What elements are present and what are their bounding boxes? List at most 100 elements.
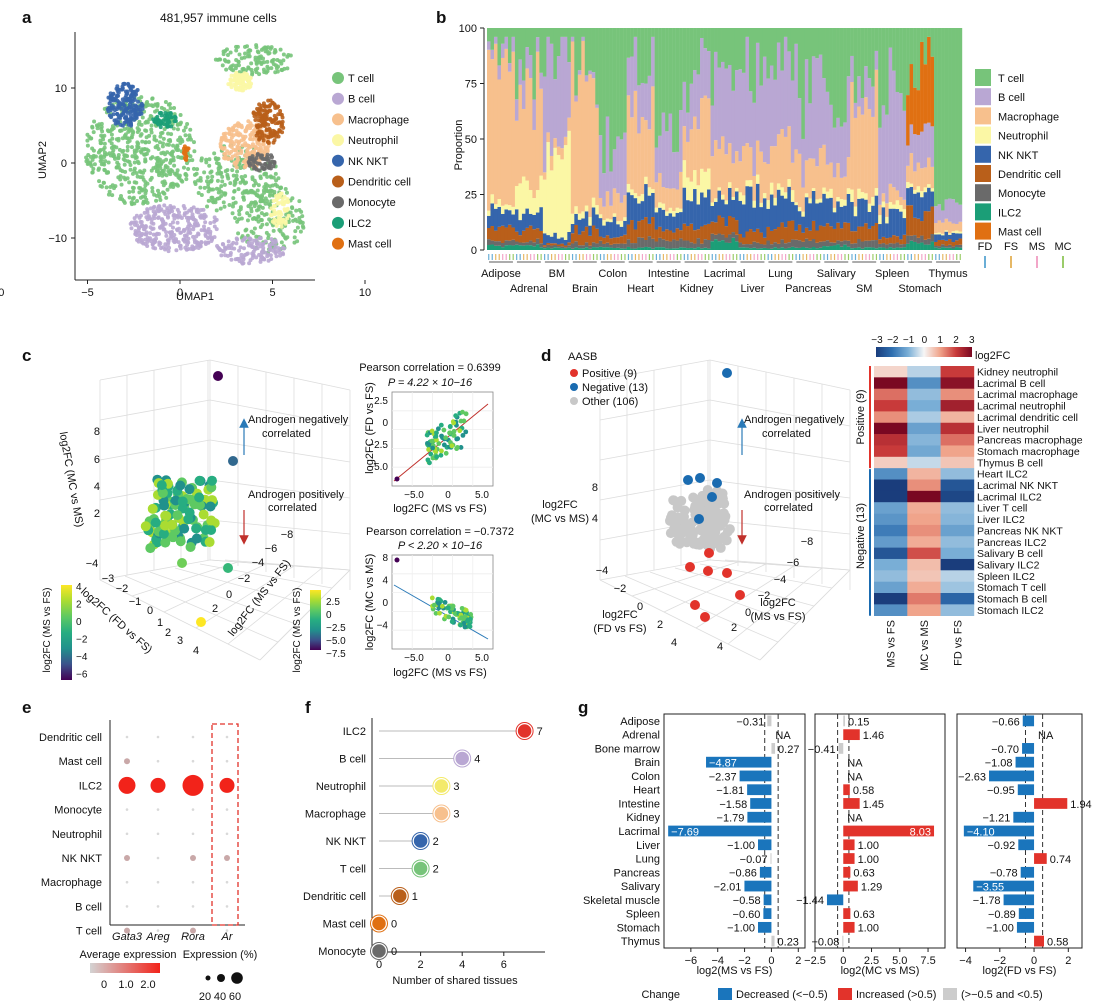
- umap-legend-dot: [332, 72, 344, 84]
- stack-bar-segment: [885, 248, 889, 250]
- umap-point: [206, 181, 211, 186]
- stack-bar-segment: [860, 97, 865, 115]
- stack-bar-segment: [899, 197, 903, 206]
- umap-point: [241, 197, 246, 202]
- stack-bar-segment: [514, 244, 519, 250]
- umap-point: [243, 235, 248, 240]
- umap-point: [166, 119, 171, 124]
- umap-point: [218, 165, 223, 170]
- umap-point: [262, 70, 267, 75]
- umap-point: [270, 58, 275, 63]
- stack-bar-segment: [748, 244, 753, 249]
- stack-bar-segment: [923, 28, 928, 65]
- stack-bar-segment: [493, 204, 498, 209]
- umap-point: [277, 216, 282, 221]
- umap-point: [238, 207, 243, 212]
- stack-bar-segment: [605, 235, 610, 243]
- grid-line: [99, 399, 211, 421]
- stack-bar-segment: [640, 247, 645, 250]
- umap-point: [191, 140, 196, 145]
- umap-point: [196, 191, 201, 196]
- umap-point: [263, 149, 268, 154]
- stack-bar-segment: [906, 95, 910, 146]
- d-point-other: [668, 495, 679, 506]
- stack-bar-segment: [487, 28, 491, 42]
- umap-point: [160, 141, 165, 146]
- lollipop-head: [433, 777, 450, 795]
- umap-point: [188, 154, 193, 159]
- stack-bar-segment: [857, 76, 861, 107]
- stack-bar-segment: [902, 218, 907, 235]
- stack-bar-segment: [626, 28, 631, 58]
- heatmap-cell: [940, 434, 975, 446]
- g-bar: [763, 908, 772, 919]
- stack-bar-segment: [759, 248, 764, 250]
- c-x-tick-label: 2: [165, 627, 171, 639]
- stack-bar-segment: [829, 246, 833, 250]
- group-legend-label: FS: [1004, 241, 1018, 253]
- stack-y-tick-label: 75: [465, 79, 477, 91]
- umap-point: [255, 124, 260, 129]
- stack-bar-segment: [752, 231, 757, 242]
- stack-bar-segment: [602, 28, 606, 174]
- stack-bar-segment: [892, 248, 896, 250]
- heatmap-row-label: Stomach B cell: [977, 594, 1047, 606]
- grid-line: [599, 399, 711, 421]
- stack-bar-segment: [514, 231, 519, 242]
- stack-bar-segment: [675, 228, 680, 241]
- umap-point: [171, 236, 176, 241]
- stack-bar-segment: [703, 239, 708, 248]
- s1-point: [451, 420, 457, 426]
- stack-bar-segment: [916, 237, 921, 244]
- stack-bar-segment: [714, 222, 718, 235]
- stack-bar-segment: [948, 239, 952, 245]
- umap-point: [145, 208, 150, 213]
- stack-bar-segment: [888, 28, 893, 48]
- stack-bar-segment: [710, 221, 715, 234]
- umap-points: [84, 43, 306, 266]
- stack-bar-segment: [598, 218, 603, 237]
- s1-point: [438, 452, 444, 458]
- grid-line: [649, 571, 797, 625]
- stack-bar-segment: [797, 207, 802, 212]
- umap-point: [110, 96, 115, 101]
- stack-bar-segment: [745, 231, 750, 245]
- c-point: [156, 480, 167, 491]
- stack-bar-segment: [853, 28, 858, 103]
- stack-bar-segment: [647, 195, 652, 224]
- stack-legend-swatch: [975, 184, 991, 202]
- dot-cell: [191, 808, 195, 811]
- heatmap-scale-tick: 3: [969, 335, 975, 346]
- umap-point: [257, 236, 262, 241]
- stack-bar-segment: [658, 207, 662, 227]
- stack-bar-segment: [577, 234, 582, 246]
- stack-bar-segment: [748, 229, 753, 245]
- stack-bar-segment: [930, 241, 935, 250]
- umap-point: [155, 143, 160, 148]
- umap-point: [260, 242, 265, 247]
- stack-bar-segment: [595, 104, 599, 108]
- stack-bar-segment: [843, 199, 847, 206]
- stack-bar-segment: [518, 28, 523, 60]
- c-point: [184, 484, 195, 495]
- umap-point: [235, 169, 240, 174]
- umap-point: [148, 177, 153, 182]
- umap-point: [298, 229, 303, 234]
- s2-point: [465, 618, 471, 624]
- stack-bar-segment: [860, 192, 865, 199]
- stack-bar-segment: [780, 239, 785, 248]
- s1-point: [460, 409, 465, 415]
- umap-point: [171, 126, 176, 131]
- heatmap-row-label: Spleen ILC2: [977, 571, 1035, 583]
- c-point: [213, 371, 223, 381]
- stack-bar-segment: [504, 28, 509, 37]
- g-tissue-label: Adrenal: [622, 730, 660, 742]
- stack-bar-segment: [633, 198, 638, 230]
- g-x-tick-label: 2: [1065, 955, 1071, 967]
- stack-bar-segment: [654, 241, 659, 248]
- stack-bar-segment: [934, 206, 938, 224]
- stack-bar-segment: [780, 222, 785, 240]
- umap-point: [177, 213, 182, 218]
- s2-point: [462, 614, 468, 619]
- umap-point: [251, 249, 256, 254]
